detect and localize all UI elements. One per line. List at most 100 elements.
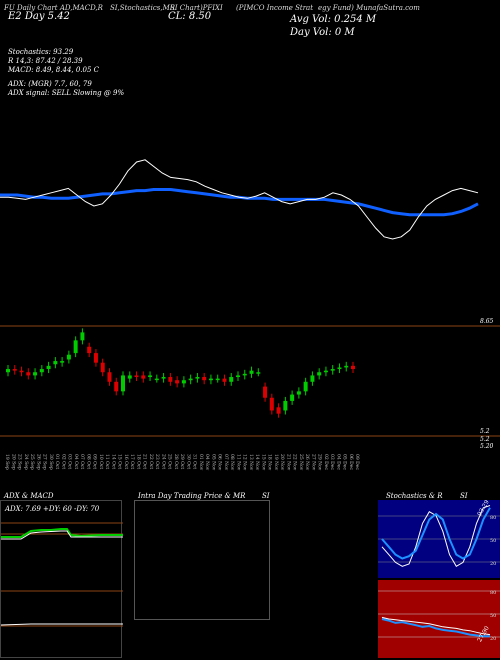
candle-body [134, 375, 139, 378]
quote-left: E2 Day 5.42 [8, 11, 70, 22]
candle-body [303, 381, 308, 392]
adx-lines [1, 522, 123, 627]
candle-body [127, 375, 132, 379]
date-tick-label: 06 Nov [217, 454, 223, 471]
adx-white-line [1, 530, 123, 540]
date-tick-label: 22 Nov [292, 454, 298, 471]
date-tick-label: 27 Sep [42, 454, 48, 470]
date-tick-label: 04 Oct [73, 454, 79, 469]
date-tick-label: 08 Nov [229, 454, 235, 471]
date-tick-label: 18 Oct [135, 454, 141, 469]
candle-body [269, 397, 274, 411]
date-tick-label: 16 Oct [123, 454, 129, 469]
candle-body [236, 375, 240, 378]
stoch-panel-suffix: SI [460, 492, 468, 500]
candle-body [290, 394, 295, 401]
candle-body [188, 378, 193, 381]
candle-body [215, 378, 220, 381]
candle-body [161, 377, 166, 379]
date-tick-label: 09 Dec [354, 454, 360, 470]
date-tick-label: 11 Oct [104, 454, 110, 469]
candle-body [148, 375, 153, 378]
mrsi-level-50: 50 [490, 613, 496, 619]
date-tick-label: 25 Nov [298, 454, 304, 471]
candle-body [66, 354, 71, 360]
lower-level-label: 5.2 [480, 428, 490, 435]
macd-stat: MACD: 8.49, 8.44, 0.05 C [8, 66, 100, 74]
date-tick-label: 23 Sep [17, 454, 23, 470]
candle-body [208, 378, 213, 381]
adx-signal: ADX signal: SELL Slowing @ 9% [8, 89, 125, 97]
avg-volume: Avg Vol: 0.254 M [290, 14, 377, 25]
adx-panel-title: ADX & MACD [4, 492, 54, 500]
date-tick-label: 24 Sep [23, 454, 29, 470]
candle-body [229, 377, 234, 382]
date-tick-label: 12 Nov [242, 454, 248, 471]
date-axis: 19 Sep 20 Sep 23 Sep 24 Sep 25 Sep 26 Sep 27 S… [4, 454, 360, 471]
date-tick-label: 10 Oct [98, 454, 104, 469]
candle-body [154, 378, 159, 381]
date-tick-label: 29 Oct [179, 454, 185, 469]
stoch-level-20: 20 [490, 561, 496, 567]
candle-body [73, 340, 78, 354]
candle-body [39, 369, 44, 373]
candle-body [256, 372, 261, 374]
date-tick-label: 26 Sep [35, 454, 41, 470]
date-tick-label: 27 Nov [310, 454, 316, 471]
adx-stat: ADX: (MGR) 7.7, 60, 79 [8, 80, 92, 88]
candle-body [351, 365, 355, 370]
intraday-panel [134, 500, 270, 620]
date-tick-label: 25 Oct [167, 454, 173, 469]
candle-body [310, 375, 315, 382]
mrsi-signal-line [381, 616, 491, 636]
date-tick-label: 06 Dec [348, 454, 354, 470]
date-tick-label: 02 Dec [323, 454, 329, 470]
candle-body [26, 372, 31, 376]
candle-body [323, 370, 328, 373]
lower-level-label-3: 5.20 [480, 443, 494, 450]
candle-body [283, 400, 288, 411]
date-tick-label: 19 Sep [4, 454, 10, 470]
candle-body [168, 377, 173, 382]
date-tick-label: 05 Dec [342, 454, 348, 470]
date-tick-label: 22 Oct [148, 454, 154, 469]
stoch-values: R 14,3: 87.42 / 28.39 [8, 57, 83, 65]
date-tick-label: 20 Sep [10, 454, 16, 470]
date-tick-label: 01 Nov [198, 454, 204, 471]
price-line [0, 159, 479, 240]
candlestick-chart [0, 325, 500, 437]
date-tick-label: 11 Nov [235, 454, 241, 471]
mrsi-panel: 80 50 20 27.90 [378, 580, 500, 658]
adx-macd-panel: ADX: 7.69 +DY: 60 -DY: 70 [0, 500, 123, 658]
candle-body [195, 377, 200, 379]
candle-body [46, 365, 51, 370]
stochastics-stat: Stochastics: 93.29 [8, 48, 74, 56]
candle-body [93, 353, 98, 363]
date-tick-label: 21 Oct [142, 454, 148, 469]
candle-body [337, 367, 342, 370]
date-tick-label: 03 Oct [67, 454, 73, 469]
date-tick-label: 25 Sep [29, 454, 35, 470]
date-tick-label: 30 Sep [48, 454, 54, 470]
candle-body [87, 346, 92, 354]
stoch-k-line [381, 505, 491, 567]
date-tick-label: 02 Oct [60, 454, 66, 469]
date-tick-label: 30 Oct [185, 454, 191, 469]
candle-body [114, 381, 119, 392]
date-tick-label: 15 Oct [117, 454, 123, 469]
mrsi-level-80: 80 [490, 590, 496, 596]
candle-body [60, 361, 65, 363]
date-tick-label: 28 Oct [173, 454, 179, 469]
date-tick-label: 17 Oct [129, 454, 135, 469]
intraday-panel-suffix: SI [262, 492, 270, 500]
date-tick-label: 07 Oct [79, 454, 85, 469]
date-tick-label: 13 Nov [248, 454, 254, 471]
candle-body [249, 370, 254, 374]
candle-body [242, 373, 247, 376]
candle-body [33, 372, 38, 376]
date-tick-label: 21 Nov [285, 454, 291, 471]
candle-body [181, 380, 186, 384]
date-tick-label: 03 Dec [329, 454, 335, 470]
candle-body [202, 377, 207, 381]
date-tick-label: 04 Nov [204, 454, 210, 471]
